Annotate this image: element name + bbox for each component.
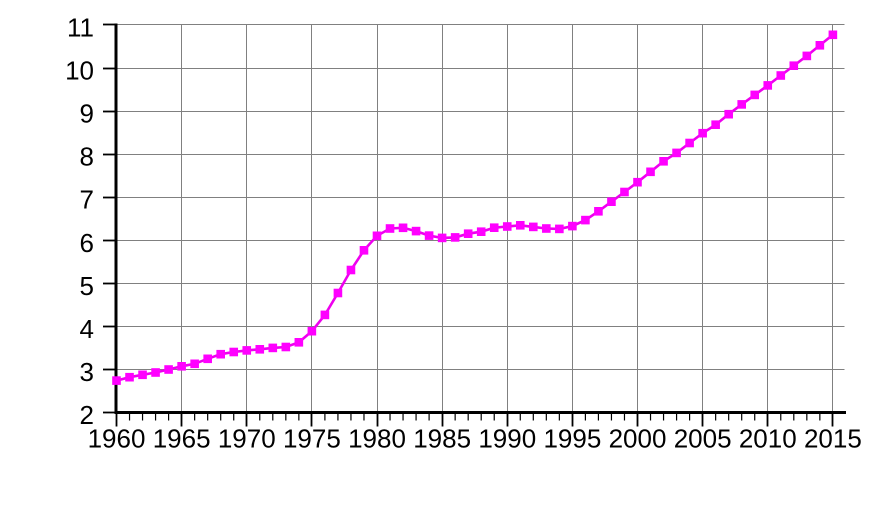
svg-text:10: 10: [65, 56, 94, 86]
svg-text:1995: 1995: [543, 423, 601, 453]
svg-text:1960: 1960: [88, 423, 146, 453]
svg-text:1985: 1985: [413, 423, 471, 453]
svg-text:1975: 1975: [283, 423, 341, 453]
svg-text:1980: 1980: [348, 423, 406, 453]
svg-text:2010: 2010: [739, 423, 797, 453]
svg-text:8: 8: [80, 142, 94, 172]
svg-text:9: 9: [80, 99, 94, 129]
svg-text:2005: 2005: [674, 423, 732, 453]
svg-text:4: 4: [80, 314, 94, 344]
svg-text:7: 7: [80, 185, 94, 215]
svg-text:2000: 2000: [609, 423, 667, 453]
svg-text:5: 5: [80, 271, 94, 301]
svg-text:1990: 1990: [478, 423, 536, 453]
svg-text:2015: 2015: [804, 423, 862, 453]
svg-text:11: 11: [67, 12, 94, 42]
svg-text:1970: 1970: [218, 423, 276, 453]
svg-text:2: 2: [80, 400, 94, 430]
svg-text:6: 6: [80, 228, 94, 258]
svg-text:3: 3: [80, 357, 94, 387]
svg-text:1965: 1965: [153, 423, 211, 453]
